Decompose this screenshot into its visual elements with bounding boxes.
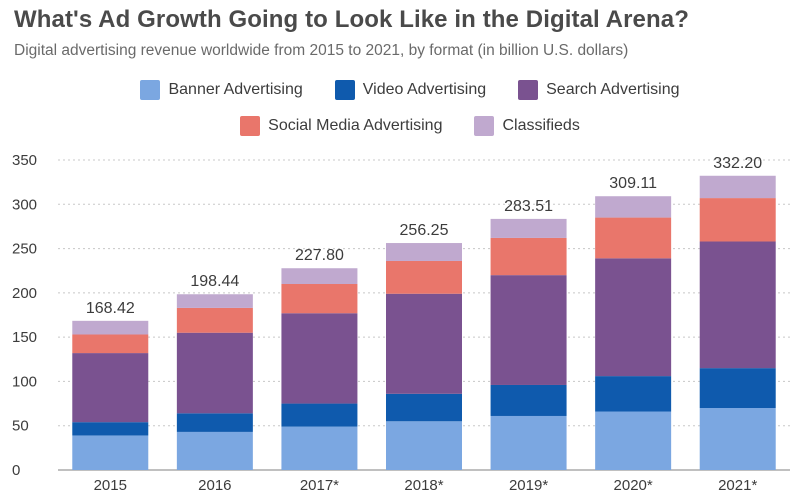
legend-item-video-advertising: Video Advertising bbox=[334, 80, 487, 100]
bar-total-label: 227.80 bbox=[295, 247, 344, 264]
legend-swatch bbox=[240, 116, 261, 136]
legend-item-banner-advertising: Banner Advertising bbox=[140, 80, 303, 100]
legend-swatch bbox=[474, 116, 495, 136]
y-tick-label: 250 bbox=[12, 241, 37, 258]
bar-segment-social-media-advertising bbox=[176, 307, 253, 333]
bar-segment-social-media-advertising bbox=[72, 334, 149, 354]
x-tick-label: 2015 bbox=[94, 477, 127, 494]
x-tick-label: 2017* bbox=[300, 477, 339, 494]
legend-label: Social Media Advertising bbox=[268, 117, 443, 134]
bar-segment-video-advertising bbox=[595, 376, 672, 412]
x-tick-label: 2021* bbox=[718, 477, 757, 494]
x-tick-label: 2020* bbox=[614, 477, 653, 494]
bar-segment-banner-advertising bbox=[490, 415, 567, 470]
legend-swatch bbox=[334, 80, 355, 100]
legend-label: Banner Advertising bbox=[168, 81, 303, 98]
y-tick-label: 200 bbox=[12, 285, 37, 302]
y-tick-label: 150 bbox=[12, 329, 37, 346]
legend-item-social-media-advertising: Social Media Advertising bbox=[240, 116, 442, 136]
bar-segment-classifieds bbox=[281, 268, 358, 284]
bar-segment-video-advertising bbox=[699, 368, 776, 408]
bar-segment-classifieds bbox=[72, 320, 149, 335]
bar-segment-search-advertising bbox=[699, 241, 776, 369]
legend-item-search-advertising: Search Advertising bbox=[518, 80, 680, 100]
bar-segment-banner-advertising bbox=[72, 435, 149, 470]
bar-total-label: 309.11 bbox=[609, 175, 657, 192]
bar-total-label: 198.44 bbox=[190, 273, 239, 290]
legend-swatch bbox=[518, 80, 539, 100]
bar-segment-video-advertising bbox=[490, 384, 567, 416]
bar-segment-search-advertising bbox=[281, 313, 358, 404]
bar-segment-classifieds bbox=[699, 175, 776, 199]
bar-segment-banner-advertising bbox=[281, 426, 358, 470]
bar-segment-social-media-advertising bbox=[490, 237, 567, 276]
bar-segment-video-advertising bbox=[176, 413, 253, 432]
y-tick-label: 50 bbox=[12, 418, 29, 435]
bar-segment-video-advertising bbox=[386, 393, 462, 422]
bar-total-label: 283.51 bbox=[504, 198, 553, 215]
bar-segment-classifieds bbox=[490, 218, 567, 238]
chart-title: What's Ad Growth Going to Look Like in t… bbox=[14, 6, 689, 33]
chart-subtitle: Digital advertising revenue worldwide fr… bbox=[14, 42, 629, 59]
bar-segment-banner-advertising bbox=[176, 431, 253, 470]
legend-label: Search Advertising bbox=[546, 81, 680, 98]
bar-segment-classifieds bbox=[176, 294, 253, 308]
bar-segment-banner-advertising bbox=[595, 411, 672, 470]
bar-total-label: 256.25 bbox=[400, 222, 449, 239]
bar-segment-social-media-advertising bbox=[595, 217, 672, 259]
bar-segment-social-media-advertising bbox=[281, 284, 358, 314]
bar-total-label: 168.42 bbox=[86, 300, 135, 317]
bar-segment-search-advertising bbox=[490, 275, 567, 385]
x-tick-label: 2018* bbox=[404, 477, 443, 494]
bar-total-label: 332.20 bbox=[713, 155, 762, 172]
x-tick-label: 2019* bbox=[509, 477, 548, 494]
y-tick-label: 100 bbox=[12, 373, 37, 390]
legend-label: Video Advertising bbox=[362, 81, 487, 98]
bar-segment-banner-advertising bbox=[386, 421, 462, 470]
x-tick-label: 2016 bbox=[198, 477, 231, 494]
bar-segment-social-media-advertising bbox=[699, 198, 776, 242]
legend-label: Classifieds bbox=[502, 117, 580, 134]
bar-segment-classifieds bbox=[386, 243, 462, 261]
bar-segment-search-advertising bbox=[595, 258, 672, 377]
bar-segment-banner-advertising bbox=[699, 408, 776, 470]
legend-item-classifieds: Classifieds bbox=[474, 116, 580, 136]
bar-segment-video-advertising bbox=[72, 422, 149, 436]
y-tick-label: 0 bbox=[12, 462, 20, 479]
bar-segment-search-advertising bbox=[72, 353, 149, 423]
chart-legend: Banner Advertising Video Advertising Searc… bbox=[60, 80, 760, 136]
y-tick-label: 300 bbox=[12, 196, 37, 213]
bar-segment-search-advertising bbox=[176, 332, 253, 414]
bar-segment-classifieds bbox=[595, 196, 672, 218]
legend-swatch bbox=[140, 80, 161, 100]
bar-segment-social-media-advertising bbox=[386, 260, 462, 294]
bar-segment-video-advertising bbox=[281, 403, 358, 427]
bar-segment-search-advertising bbox=[386, 293, 462, 394]
y-tick-label: 350 bbox=[12, 152, 37, 169]
